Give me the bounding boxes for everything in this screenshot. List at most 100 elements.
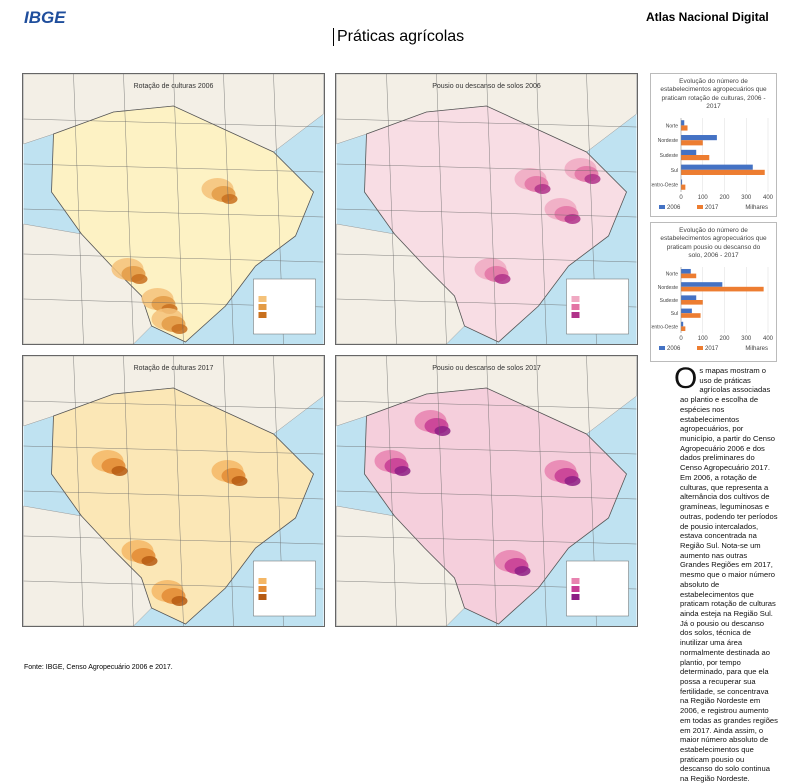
map-patch xyxy=(564,476,581,486)
y-tick-label: Nordeste xyxy=(658,285,679,291)
map-patch xyxy=(514,566,531,576)
graticule xyxy=(386,356,397,626)
graticule xyxy=(336,163,637,173)
legend-swatch xyxy=(571,578,580,584)
legend-label: 2006 xyxy=(667,205,681,211)
graticule xyxy=(73,356,84,626)
graticule xyxy=(23,253,324,263)
graticule xyxy=(173,356,184,626)
y-tick-label: Centro-Oeste xyxy=(651,182,678,188)
legend-swatch xyxy=(258,594,267,600)
graticule xyxy=(23,445,324,455)
page-title: Práticas agrícolas xyxy=(333,28,464,46)
map-patch xyxy=(111,466,128,476)
map: Pousio ou descanso de solos 2017 xyxy=(335,355,638,627)
y-tick-label: Sudeste xyxy=(660,153,679,159)
x-axis-label: Milhares xyxy=(745,205,768,211)
map-title: Pousio ou descanso de solos 2017 xyxy=(432,365,541,372)
legend-swatch xyxy=(258,304,267,310)
graticule xyxy=(486,356,497,626)
map-patch xyxy=(171,324,188,334)
map-patch xyxy=(221,194,238,204)
chart: 0 100 200 300 400 Norte Nordeste Sudeste Sul Cent… xyxy=(648,266,774,352)
x-tick-label: 300 xyxy=(741,336,752,342)
graticule xyxy=(123,356,134,626)
x-tick-label: 100 xyxy=(698,195,709,201)
chart-title: Evolução do número de estabelecimentos a… xyxy=(660,78,767,111)
bar xyxy=(681,312,701,318)
graticule xyxy=(436,74,447,344)
source: Fonte: IBGE, Censo Agropecuário 2006 e 2… xyxy=(24,664,173,671)
map-patch xyxy=(231,476,248,486)
legend-swatch xyxy=(258,296,267,302)
graticule xyxy=(336,400,637,410)
map-patch xyxy=(171,596,188,606)
graticule xyxy=(336,490,637,500)
legend-swatch xyxy=(571,586,580,592)
graticule xyxy=(536,74,547,344)
map-title: Rotação de culturas 2006 xyxy=(134,83,214,90)
bar xyxy=(681,125,688,131)
graticule xyxy=(173,74,184,344)
map-title: Rotação de culturas 2017 xyxy=(134,365,214,372)
x-tick-label: 0 xyxy=(679,336,683,342)
map: Rotação de culturas 2017 xyxy=(22,355,325,627)
map-patch xyxy=(131,274,148,284)
bar xyxy=(681,139,703,146)
legend-swatch xyxy=(258,312,267,318)
legend-label: 2017 xyxy=(705,205,719,211)
graticule xyxy=(336,208,637,218)
legend-swatch xyxy=(659,204,665,209)
chart-title: Evolução do número de estabelecimentos a… xyxy=(660,227,767,260)
legend-label: 2006 xyxy=(667,346,681,352)
graticule xyxy=(23,490,324,500)
bar xyxy=(681,184,686,190)
map-title: Pousio ou descanso de solos 2006 xyxy=(432,83,541,90)
logo: IBGE xyxy=(24,8,66,27)
bar xyxy=(681,149,697,155)
y-tick-label: Norte xyxy=(666,123,678,129)
graticule xyxy=(223,356,234,626)
x-tick-label: 400 xyxy=(763,195,774,201)
x-tick-label: 0 xyxy=(679,195,683,201)
bar xyxy=(681,268,691,274)
legend-swatch xyxy=(571,594,580,600)
legend-swatch xyxy=(258,578,267,584)
bar xyxy=(681,321,684,327)
x-tick-label: 200 xyxy=(719,336,730,342)
graticule xyxy=(23,400,324,410)
x-axis-label: Milhares xyxy=(745,346,768,352)
y-tick-label: Sul xyxy=(671,168,678,174)
map-patch xyxy=(394,466,411,476)
bar xyxy=(681,286,764,292)
graticule xyxy=(336,445,637,455)
map-patch xyxy=(494,274,511,284)
graticule xyxy=(23,118,324,128)
graticule xyxy=(386,74,397,344)
graticule xyxy=(23,208,324,218)
legend-swatch xyxy=(258,586,267,592)
map-patch xyxy=(434,426,451,436)
map-patch xyxy=(534,184,551,194)
y-tick-label: Centro-Oeste xyxy=(651,324,678,330)
bar xyxy=(681,179,683,185)
bar xyxy=(681,308,692,313)
x-tick-label: 400 xyxy=(763,336,774,342)
bar xyxy=(681,273,697,278)
chart: 0 100 200 300 400 Norte Nordeste Sudeste Sul Cent… xyxy=(648,117,774,211)
legend-label: 2017 xyxy=(705,346,719,352)
legend-swatch xyxy=(697,345,703,350)
graticule xyxy=(536,356,547,626)
x-tick-label: 200 xyxy=(719,195,730,201)
graticule xyxy=(223,74,234,344)
legend-swatch xyxy=(659,345,665,350)
bar xyxy=(681,326,686,331)
bar xyxy=(681,154,710,160)
bar xyxy=(681,295,697,300)
map: Pousio ou descanso de solos 2006 xyxy=(335,73,638,345)
bar xyxy=(681,119,685,126)
bar xyxy=(681,281,723,287)
graticule xyxy=(436,356,447,626)
map-patch xyxy=(584,174,601,184)
